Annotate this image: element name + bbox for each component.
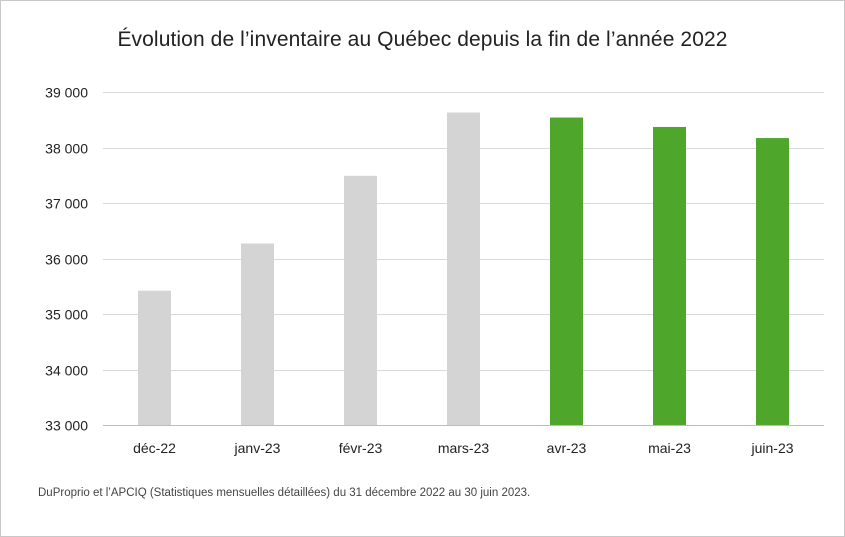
x-tick-label: avr-23 bbox=[547, 440, 587, 456]
bar-mai-23 bbox=[653, 126, 686, 425]
y-tick-label: 38 000 bbox=[45, 141, 88, 157]
bar-juin-23 bbox=[756, 138, 789, 425]
y-tick-label: 36 000 bbox=[45, 252, 88, 268]
x-tick-label: janv-23 bbox=[234, 440, 281, 456]
bar-févr-23 bbox=[344, 175, 377, 425]
x-tick-label: déc-22 bbox=[133, 440, 176, 456]
source-note: DuProprio et l’APCIQ (Statistiques mensu… bbox=[38, 487, 531, 499]
x-tick-label: juin-23 bbox=[750, 440, 793, 456]
y-tick-label: 34 000 bbox=[45, 363, 88, 379]
y-tick-label: 39 000 bbox=[45, 85, 88, 101]
bar-janv-23 bbox=[241, 243, 274, 425]
chart-title: Évolution de l’inventaire au Québec depu… bbox=[117, 28, 728, 51]
bar-mars-23 bbox=[447, 112, 480, 425]
y-tick-label: 33 000 bbox=[45, 418, 88, 434]
x-tick-label: mars-23 bbox=[438, 440, 490, 456]
bar-déc-22 bbox=[138, 290, 171, 425]
bar-avr-23 bbox=[550, 117, 583, 425]
y-tick-label: 37 000 bbox=[45, 196, 88, 212]
x-tick-label: mai-23 bbox=[648, 440, 691, 456]
y-tick-label: 35 000 bbox=[45, 307, 88, 323]
x-tick-label: févr-23 bbox=[339, 440, 383, 456]
